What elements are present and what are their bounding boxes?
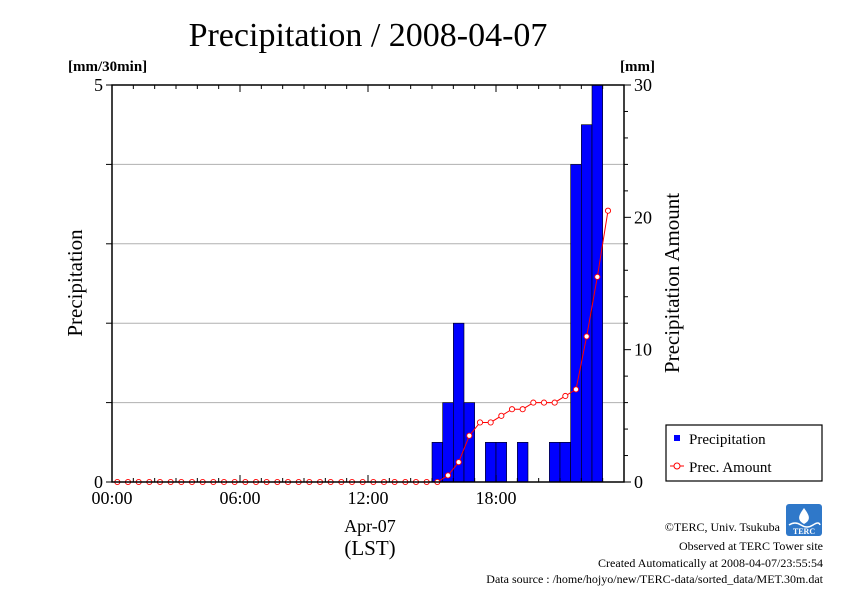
precipitation-bar	[485, 441, 497, 483]
terc-logo: TERC	[786, 504, 822, 536]
right-axis-unit: [mm]	[620, 59, 655, 75]
precipitation-bar	[431, 441, 443, 483]
amount-point	[572, 386, 580, 393]
amount-point	[519, 406, 526, 413]
legend-precipitation-label: Precipitation	[689, 432, 766, 448]
chart-title: Precipitation / 2008-04-07	[189, 17, 548, 54]
precipitation-bar	[453, 322, 465, 483]
left-axis-label: Precipitation	[63, 229, 87, 337]
axes-ticks: 00:00 06:00 12:00 18:00 0 5 0 10 20 30	[91, 75, 652, 508]
y2-tick-label: 20	[634, 207, 652, 227]
prec-amount-line	[114, 207, 612, 486]
legend-precipitation-marker	[674, 435, 680, 441]
legend-amount-marker	[673, 462, 681, 470]
grid-lines	[112, 163, 624, 404]
y-tick-label: 0	[94, 472, 103, 492]
amount-point	[530, 399, 537, 406]
wave-icon	[788, 522, 821, 528]
water-drop-icon	[799, 508, 809, 524]
x-tick-label: 06:00	[219, 488, 260, 508]
legend-box	[665, 424, 823, 482]
amount-point	[540, 399, 548, 406]
data-source-text: Data source : /home/hojyo/new/TERC-data/…	[486, 572, 823, 586]
precipitation-bar	[581, 124, 593, 483]
x-axis-timezone-label: (LST)	[344, 536, 395, 560]
created-text: Created Automatically at 2008-04-07/23:5…	[598, 556, 823, 570]
precipitation-bar	[559, 441, 571, 483]
amount-point	[455, 459, 462, 466]
amount-point	[498, 412, 505, 419]
amount-point	[476, 419, 484, 426]
amount-point	[604, 207, 612, 214]
observed-text: Observed at TERC Tower site	[679, 539, 823, 553]
y2-tick-label: 10	[634, 340, 652, 360]
amount-point	[551, 399, 558, 406]
right-axis-label: Precipitation Amount	[660, 193, 684, 373]
logo-text: TERC	[793, 527, 815, 536]
x-tick-label: 00:00	[91, 488, 132, 508]
amount-point	[487, 419, 494, 426]
precipitation-bar	[570, 164, 582, 483]
amount-point	[466, 432, 473, 439]
amount-line-path	[117, 210, 609, 483]
amount-point	[594, 273, 601, 280]
amount-point	[508, 406, 516, 413]
amount-point	[444, 472, 452, 479]
precipitation-bars	[431, 84, 603, 483]
legend-amount-label: Prec. Amount	[689, 460, 772, 476]
amount-point	[583, 333, 590, 340]
amount-point	[562, 392, 569, 400]
x-tick-label: 12:00	[347, 488, 388, 508]
x-axis-date-label: Apr-07	[344, 516, 396, 536]
precipitation-bar	[463, 402, 475, 483]
precipitation-bar	[495, 441, 507, 483]
legend: Precipitation Prec. Amount	[665, 424, 823, 482]
y2-tick-label: 30	[634, 75, 652, 95]
precipitation-bar	[591, 84, 603, 483]
y-tick-label: 5	[94, 75, 103, 95]
precipitation-bar	[517, 441, 529, 483]
plot-frame	[111, 84, 625, 483]
copyright-text: ©TERC, Univ. Tsukuba	[665, 520, 781, 534]
left-axis-unit: [mm/30min]	[68, 59, 147, 75]
y2-tick-label: 0	[634, 472, 643, 492]
x-tick-label: 18:00	[475, 488, 516, 508]
precipitation-bar	[549, 441, 561, 483]
